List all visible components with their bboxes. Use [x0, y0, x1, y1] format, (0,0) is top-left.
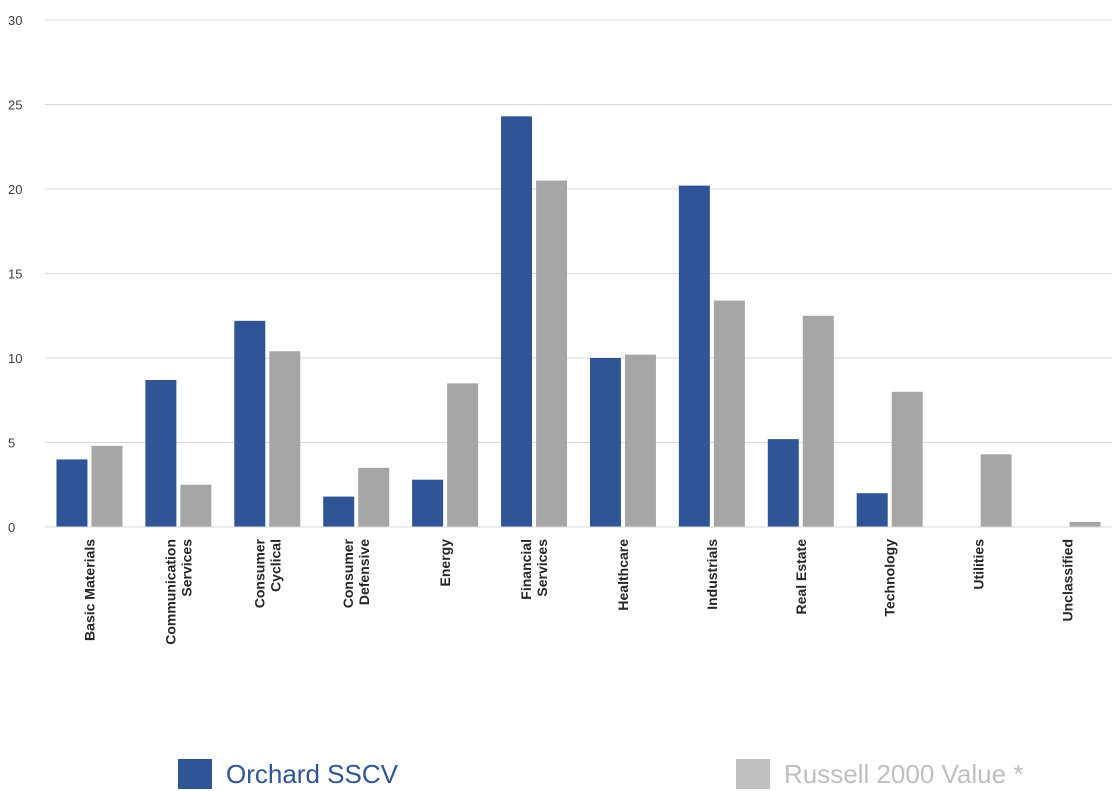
x-tick-label-line: Defensive — [356, 539, 372, 605]
bar-russell-2000-value — [802, 315, 834, 527]
bar-russell-2000-value — [1069, 521, 1101, 527]
legend-label-russell-2000-value: Russell 2000 Value * — [784, 758, 1024, 789]
legend-swatch-orchard-sscv — [178, 759, 212, 789]
y-tick-label: 5 — [8, 436, 15, 451]
x-tick-label-line: Cyclical — [267, 539, 283, 592]
bar-russell-2000-value — [91, 445, 123, 527]
bars — [56, 116, 1101, 528]
y-axis-ticks: 0 5 10 15 20 25 30 — [8, 13, 22, 535]
x-tick-label: Consumer Defensive — [340, 538, 372, 608]
x-tick-label-line: Financial — [518, 539, 534, 600]
x-tick-label-line: Technology — [882, 539, 898, 617]
bar-russell-2000-value — [891, 391, 923, 527]
bar-russell-2000-value — [713, 300, 745, 527]
x-tick-label-line: Real Estate — [793, 539, 809, 615]
x-tick-label-line: Healthcare — [615, 539, 631, 611]
bar-orchard-sscv — [678, 185, 710, 527]
bar-orchard-sscv — [501, 116, 533, 527]
x-tick-label: Real Estate — [793, 539, 809, 615]
bar-orchard-sscv — [234, 320, 266, 527]
x-tick-label-line: Energy — [437, 539, 453, 587]
bar-russell-2000-value — [980, 454, 1012, 527]
y-tick-label: 10 — [8, 351, 22, 366]
x-tick-label: Basic Materials — [81, 539, 97, 641]
y-tick-label: 30 — [8, 13, 22, 28]
y-tick-label: 20 — [8, 182, 22, 197]
x-tick-label: Technology — [882, 539, 898, 617]
x-tick-label-line: Consumer — [340, 538, 356, 608]
legend-label-orchard-sscv: Orchard SSCV — [226, 758, 398, 789]
legend-swatch-russell-2000-value — [736, 759, 770, 789]
x-tick-label-line: Communication — [162, 539, 178, 645]
gridlines — [45, 19, 1112, 443]
x-tick-label: Utilities — [971, 539, 987, 590]
x-tick-label-line: Services — [534, 539, 550, 597]
bar-orchard-sscv — [56, 459, 88, 527]
y-tick-label: 15 — [8, 267, 22, 282]
bar-orchard-sscv — [323, 496, 355, 527]
bar-russell-2000-value — [269, 351, 301, 527]
y-tick-label: 0 — [8, 520, 15, 535]
x-tick-label: Energy — [437, 539, 453, 587]
x-tick-label: Unclassified — [1060, 539, 1076, 621]
legend-item-orchard-sscv: Orchard SSCV — [178, 758, 398, 790]
bar-orchard-sscv — [145, 379, 177, 527]
x-tick-label: Consumer Cyclical — [251, 538, 283, 608]
x-axis-ticks: Basic Materials Communication Services Cons… — [81, 538, 1075, 644]
x-tick-label-line: Unclassified — [1060, 539, 1076, 621]
bar-russell-2000-value — [358, 467, 390, 527]
bar-orchard-sscv — [412, 479, 444, 527]
bar-orchard-sscv — [767, 439, 799, 527]
x-tick-label-line: Utilities — [971, 539, 987, 590]
x-tick-label-line: Consumer — [251, 538, 267, 608]
x-tick-label-line: Basic Materials — [81, 539, 97, 641]
bar-russell-2000-value — [180, 484, 212, 527]
x-tick-label: Industrials — [704, 539, 720, 610]
x-tick-label: Communication Services — [162, 539, 194, 645]
bar-orchard-sscv — [589, 358, 621, 527]
y-tick-label: 25 — [8, 98, 22, 113]
bar-russell-2000-value — [624, 354, 656, 527]
x-tick-label: Financial Services — [518, 539, 550, 600]
bar-russell-2000-value — [536, 180, 568, 528]
legend-item-russell-2000-value: Russell 2000 Value * — [736, 758, 1023, 790]
x-tick-label: Healthcare — [615, 539, 631, 611]
x-tick-label-line: Industrials — [704, 539, 720, 610]
bar-russell-2000-value — [447, 383, 479, 527]
x-tick-label-line: Services — [178, 539, 194, 597]
bar-orchard-sscv — [856, 493, 888, 527]
